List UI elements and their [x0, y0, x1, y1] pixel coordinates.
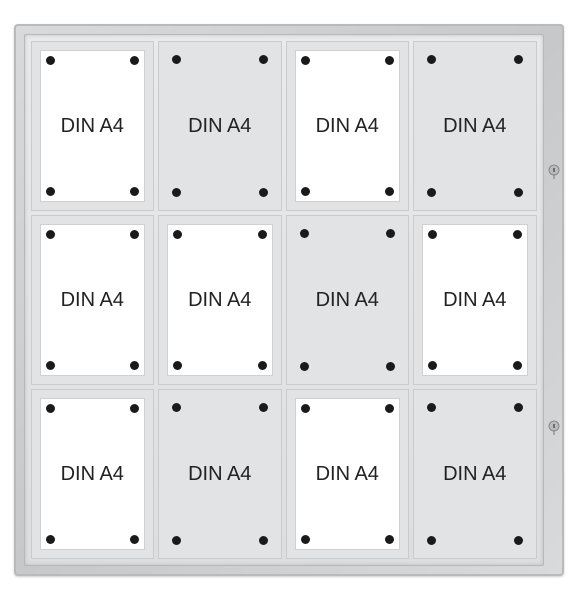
- magnet-icon: [301, 535, 310, 544]
- display-case-frame: DIN A4 DIN A4 DIN A4 DIN A4 DIN A4 DIN A4 DIN …: [14, 24, 564, 576]
- magnet-icon: [386, 362, 395, 371]
- display-cell: DIN A4: [31, 41, 155, 211]
- lock-icon: [548, 164, 560, 180]
- magnet-icon: [46, 230, 55, 239]
- lock-icon: [548, 420, 560, 436]
- empty-slot: DIN A4: [167, 398, 273, 550]
- magnet-icon: [427, 536, 436, 545]
- empty-slot: DIN A4: [295, 224, 401, 376]
- magnet-icon: [301, 404, 310, 413]
- magnet-icon: [172, 55, 181, 64]
- magnet-icon: [172, 188, 181, 197]
- magnet-icon: [46, 187, 55, 196]
- display-cell: DIN A4: [158, 389, 282, 559]
- empty-slot: DIN A4: [167, 50, 273, 202]
- magnet-icon: [300, 229, 309, 238]
- magnet-icon: [385, 404, 394, 413]
- magnet-icon: [428, 230, 437, 239]
- magnet-icon: [259, 55, 268, 64]
- display-cell: DIN A4: [158, 41, 282, 211]
- display-cell: DIN A4: [286, 215, 410, 385]
- magnet-icon: [427, 403, 436, 412]
- magnet-icon: [259, 188, 268, 197]
- magnet-icon: [130, 535, 139, 544]
- magnet-icon: [301, 187, 310, 196]
- magnet-icon: [173, 361, 182, 370]
- magnet-icon: [259, 403, 268, 412]
- magnet-icon: [46, 404, 55, 413]
- magnet-icon: [428, 361, 437, 370]
- magnet-icon: [514, 403, 523, 412]
- magnet-icon: [258, 361, 267, 370]
- format-label: DIN A4: [443, 289, 506, 312]
- format-label: DIN A4: [443, 115, 506, 138]
- paper-sheet: DIN A4: [40, 398, 146, 550]
- magnet-icon: [514, 188, 523, 197]
- paper-sheet: DIN A4: [40, 224, 146, 376]
- format-label: DIN A4: [316, 115, 379, 138]
- magnet-icon: [514, 55, 523, 64]
- format-label: DIN A4: [188, 463, 251, 486]
- magnet-icon: [513, 361, 522, 370]
- magnet-icon: [130, 230, 139, 239]
- display-cell: DIN A4: [413, 41, 537, 211]
- magnet-icon: [300, 362, 309, 371]
- magnet-icon: [258, 230, 267, 239]
- format-label: DIN A4: [61, 289, 124, 312]
- magnet-icon: [427, 188, 436, 197]
- display-cell: DIN A4: [286, 389, 410, 559]
- display-cell: DIN A4: [31, 215, 155, 385]
- display-case-inner: DIN A4 DIN A4 DIN A4 DIN A4 DIN A4 DIN A4 DIN …: [24, 34, 544, 566]
- magnet-icon: [46, 535, 55, 544]
- format-label: DIN A4: [188, 115, 251, 138]
- magnet-icon: [130, 361, 139, 370]
- magnet-icon: [173, 230, 182, 239]
- magnet-icon: [130, 187, 139, 196]
- display-cell: DIN A4: [413, 389, 537, 559]
- magnet-icon: [385, 535, 394, 544]
- display-cell: DIN A4: [413, 215, 537, 385]
- paper-sheet: DIN A4: [295, 398, 401, 550]
- paper-sheet: DIN A4: [167, 224, 273, 376]
- magnet-icon: [46, 361, 55, 370]
- magnet-icon: [385, 56, 394, 65]
- empty-slot: DIN A4: [422, 398, 528, 550]
- display-cell: DIN A4: [158, 215, 282, 385]
- magnet-icon: [301, 56, 310, 65]
- format-label: DIN A4: [188, 289, 251, 312]
- display-cell: DIN A4: [286, 41, 410, 211]
- format-label: DIN A4: [316, 463, 379, 486]
- format-label: DIN A4: [443, 463, 506, 486]
- magnet-icon: [427, 55, 436, 64]
- magnet-icon: [513, 230, 522, 239]
- paper-sheet: DIN A4: [40, 50, 146, 202]
- magnet-icon: [172, 403, 181, 412]
- magnet-icon: [386, 229, 395, 238]
- magnet-icon: [172, 536, 181, 545]
- magnet-icon: [130, 56, 139, 65]
- magnet-icon: [130, 404, 139, 413]
- format-label: DIN A4: [61, 463, 124, 486]
- display-cell: DIN A4: [31, 389, 155, 559]
- paper-sheet: DIN A4: [295, 50, 401, 202]
- magnet-icon: [514, 536, 523, 545]
- empty-slot: DIN A4: [422, 50, 528, 202]
- paper-sheet: DIN A4: [422, 224, 528, 376]
- cell-grid: DIN A4 DIN A4 DIN A4 DIN A4 DIN A4 DIN A4 DIN …: [31, 41, 537, 559]
- magnet-icon: [46, 56, 55, 65]
- magnet-icon: [259, 536, 268, 545]
- magnet-icon: [385, 187, 394, 196]
- format-label: DIN A4: [61, 115, 124, 138]
- format-label: DIN A4: [316, 289, 379, 312]
